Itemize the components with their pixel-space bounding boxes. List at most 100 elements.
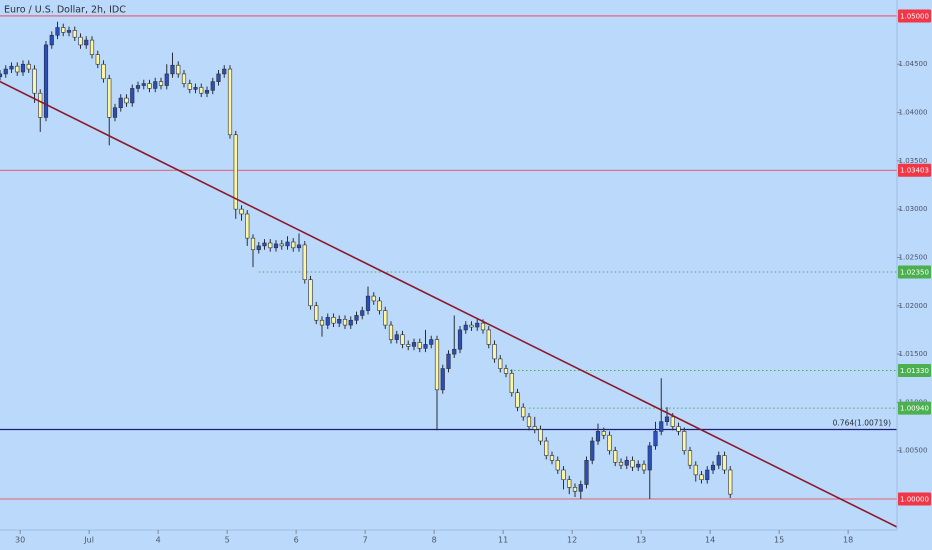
candle-body — [572, 487, 578, 492]
candle-body — [170, 64, 175, 75]
candle-body — [0, 73, 3, 78]
candle-body — [630, 460, 635, 468]
x-tick-label: 6 — [294, 536, 299, 545]
x-tick-label: 13 — [636, 536, 646, 545]
candle-body — [457, 329, 463, 350]
candle-body — [670, 416, 675, 427]
candle-body — [480, 322, 486, 331]
candle-body — [43, 44, 49, 118]
candle-body — [394, 334, 399, 340]
candle-body — [222, 68, 227, 75]
candle-body — [544, 440, 549, 456]
candle-body — [256, 245, 261, 251]
candle-body — [406, 344, 411, 347]
candle-body — [429, 339, 434, 345]
candle-body — [187, 83, 192, 90]
candle-body — [273, 243, 279, 249]
candle-body — [469, 324, 474, 328]
candle-body — [49, 34, 54, 46]
x-tick-label: 18 — [843, 536, 853, 545]
candle-body — [538, 429, 543, 442]
y-tick-label: 1.02500 — [899, 253, 928, 261]
candle-body — [699, 474, 704, 480]
y-tick-label: 1.00500 — [899, 447, 928, 455]
candle-body — [400, 334, 405, 345]
candle-body — [503, 368, 509, 374]
candle-body — [181, 73, 187, 84]
candle-body — [411, 342, 417, 347]
x-tick-label: 4 — [156, 536, 161, 545]
candle-body — [135, 85, 141, 89]
candle-body — [153, 81, 158, 89]
candle-body — [302, 244, 307, 280]
candle-body — [492, 344, 497, 360]
candle-body — [319, 319, 325, 326]
candle-body — [210, 81, 215, 91]
x-tick-label: 11 — [498, 536, 508, 545]
chart-title: Euro / U.S. Dollar, 2h, IDC — [4, 5, 126, 16]
candle-body — [325, 317, 330, 326]
candle-body — [722, 455, 727, 471]
candle-body — [158, 81, 164, 86]
candle-body — [101, 63, 106, 80]
candle-body — [38, 92, 43, 118]
candle-body — [624, 460, 629, 466]
candle-body — [618, 461, 624, 466]
x-tick-label: 7 — [363, 536, 368, 545]
y-tick-label: 1.01500 — [899, 350, 928, 358]
y-tick-label: 1.03000 — [899, 205, 928, 213]
candle-body — [578, 484, 583, 492]
price-label: 1.05000 — [900, 12, 929, 20]
candle-body — [509, 373, 514, 394]
candle-body — [9, 65, 14, 70]
y-tick-label: 1.03500 — [899, 157, 928, 165]
candle-body — [590, 440, 595, 461]
candle-body — [555, 460, 560, 471]
fib-annotation: 0.764(1.00719) — [833, 419, 891, 428]
candle-body — [515, 392, 520, 408]
candle-body — [95, 54, 100, 65]
candle-body — [331, 317, 336, 324]
candle-body — [682, 431, 687, 451]
candle-body — [285, 241, 290, 247]
price-label: 1.02350 — [900, 268, 929, 276]
candle-body — [549, 455, 555, 461]
candle-body — [348, 319, 353, 326]
candle-body — [66, 30, 72, 33]
candle-body — [32, 68, 37, 94]
candle-body — [72, 30, 77, 38]
candle-body — [112, 107, 118, 118]
plot-area: 0.764(1.00719) — [0, 15, 898, 528]
x-tick-label: 30 — [15, 536, 25, 545]
candle-body — [15, 65, 20, 73]
candle-body — [601, 431, 606, 436]
price-label-box — [898, 163, 931, 177]
candle-body — [371, 295, 376, 302]
candle-body — [434, 339, 440, 391]
candle-body — [641, 463, 647, 471]
candle-body — [676, 426, 681, 432]
candle-body — [521, 406, 526, 418]
candle-body — [636, 463, 641, 468]
price-label-box — [898, 265, 931, 279]
price-label-box — [898, 401, 931, 415]
candle-body — [417, 342, 422, 349]
candle-body — [693, 464, 698, 476]
price-label: 1.03403 — [900, 167, 929, 175]
candle-body — [227, 68, 233, 136]
candle-body — [475, 322, 480, 328]
candle-body — [89, 39, 95, 55]
candle-body — [595, 431, 601, 442]
candle-body — [124, 97, 129, 104]
candle-body — [705, 469, 710, 480]
price-label-box — [898, 363, 931, 377]
candle-body — [567, 479, 572, 488]
candle-body — [199, 87, 204, 94]
candle-body — [118, 97, 123, 109]
y-tick-label: 1.02000 — [899, 302, 928, 310]
candle-body — [337, 318, 342, 324]
price-label-box — [898, 9, 931, 23]
